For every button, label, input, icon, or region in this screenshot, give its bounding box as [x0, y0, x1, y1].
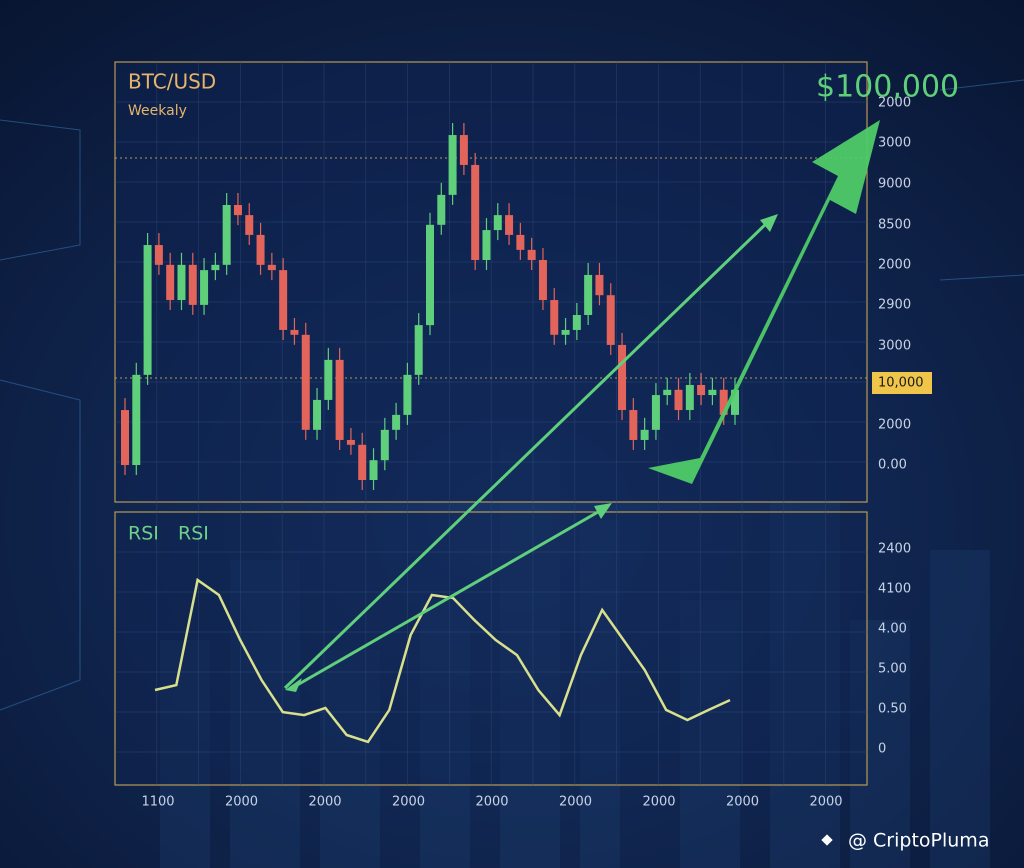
y-axis-label: 3000 [878, 339, 911, 354]
chart-title: BTC/USD [128, 70, 216, 94]
candle [663, 389, 672, 396]
candle [188, 264, 197, 305]
candle [550, 300, 559, 335]
y-axis-label: 2900 [878, 298, 911, 313]
candle [233, 205, 242, 216]
rsi-title: RSI [128, 523, 159, 545]
y-axis-label: 0.00 [878, 458, 907, 473]
x-axis-label: 2000 [308, 795, 341, 810]
price-target: $100,000 [816, 70, 959, 105]
candle [414, 325, 423, 375]
city-skyline [160, 440, 990, 868]
candle [369, 460, 378, 480]
x-axis-label: 2000 [559, 795, 592, 810]
candle [697, 384, 706, 396]
y-axis-label: 2400 [878, 542, 911, 557]
y-axis-label: 8500 [878, 218, 911, 233]
x-axis-label: 2000 [726, 795, 759, 810]
candle [200, 270, 209, 305]
x-axis-label: 2000 [475, 795, 508, 810]
candle [629, 410, 638, 440]
candle [380, 429, 389, 461]
candle [267, 264, 276, 271]
y-axis-label: 3000 [878, 136, 911, 151]
y-axis-label: 4.00 [878, 622, 907, 637]
y-axis-label: 9000 [878, 177, 911, 192]
rsi-line [154, 577, 731, 744]
price-marker [872, 372, 932, 394]
candle [482, 230, 491, 260]
candle [346, 439, 355, 445]
watermark: @ CriptoPluma [848, 830, 989, 852]
x-axis-label: 2000 [642, 795, 675, 810]
candle [177, 264, 186, 301]
grid [115, 62, 867, 785]
price-marker-label: 10,000 [878, 376, 924, 391]
candle [459, 135, 468, 165]
x-axis-label: 2000 [225, 795, 258, 810]
candle [313, 399, 322, 430]
watermark-icon [821, 834, 833, 846]
candle [651, 395, 660, 430]
candle [618, 344, 627, 411]
candle [572, 315, 581, 330]
candle [685, 384, 694, 411]
candle [324, 359, 333, 400]
x-axis-label: 2000 [392, 795, 425, 810]
candle [222, 205, 231, 265]
candle [606, 295, 615, 345]
trend-arrows [283, 120, 880, 692]
candle [538, 260, 547, 301]
x-axis-label: 1100 [141, 795, 174, 810]
side-panels [0, 79, 1024, 711]
candle [516, 234, 525, 250]
candle [335, 359, 344, 440]
candle [437, 194, 446, 225]
candle [527, 249, 536, 260]
y-axis-label: 0 [878, 742, 886, 757]
y-axis-label: 2000 [878, 96, 911, 111]
candle [674, 389, 683, 411]
candle [708, 389, 717, 396]
candle [426, 224, 434, 326]
candle [731, 389, 739, 415]
candle [561, 329, 570, 335]
candle [166, 264, 175, 301]
rsi-title: RSI [178, 523, 209, 545]
candle [245, 215, 254, 235]
y-axis-label: 2000 [878, 418, 911, 433]
candle [403, 374, 412, 415]
chart-subtitle: Weekaly [128, 103, 187, 119]
candle [132, 374, 141, 466]
y-axis-label: 2000 [878, 258, 911, 273]
candle [290, 329, 299, 335]
candle [719, 389, 728, 415]
candle [640, 429, 649, 440]
candle [493, 215, 502, 231]
candle [358, 444, 367, 480]
candle [505, 215, 514, 235]
candle [256, 234, 265, 265]
candle [154, 245, 163, 265]
candle [211, 264, 220, 271]
y-axis-label: 0.50 [878, 702, 907, 717]
candle [392, 414, 401, 430]
candle [448, 135, 457, 195]
candle [121, 410, 129, 466]
candle [301, 334, 310, 430]
y-axis-label: 5.00 [878, 662, 907, 677]
y-axis-label: 4100 [878, 582, 911, 597]
x-axis-label: 2000 [809, 795, 842, 810]
candle [143, 245, 152, 375]
candle [595, 274, 604, 296]
candle [584, 274, 593, 315]
candle [279, 270, 288, 330]
candle [471, 164, 480, 260]
